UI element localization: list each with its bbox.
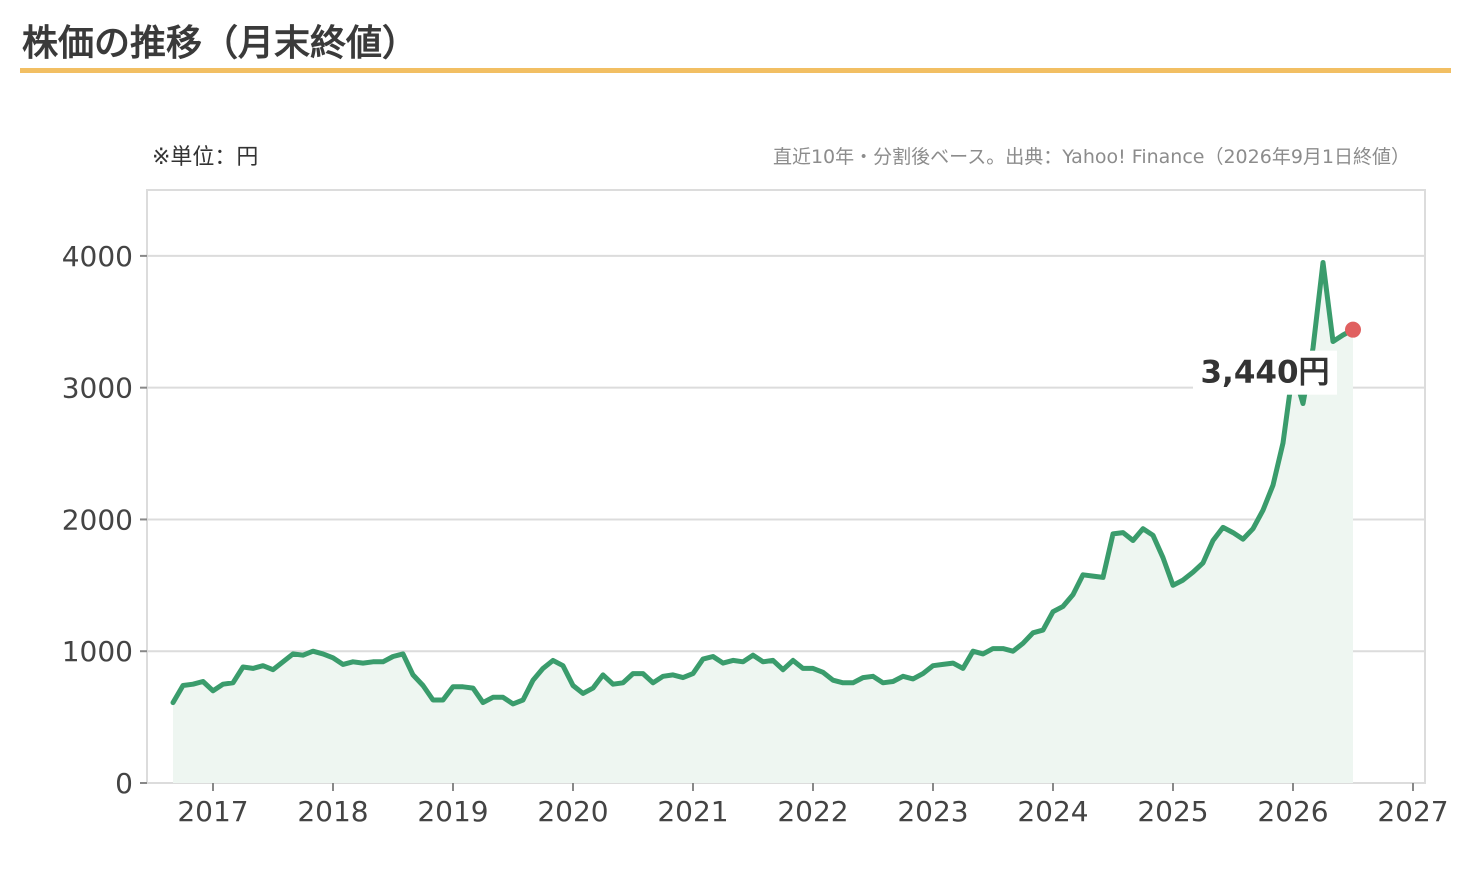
price-line (170, 260, 1356, 707)
last-value-marker (1345, 321, 1361, 338)
x-axis: 2017 2018 2019 2020 2021 2022 2023 2024 2025 2026… (177, 783, 1449, 828)
y-tick-label: 3000 (62, 372, 133, 405)
y-axis: 0 1000 2000 3000 4000 (62, 240, 147, 800)
x-tick-label: 2019 (417, 795, 488, 828)
x-tick-label: 2026 (1257, 795, 1328, 828)
y-tick-label: 0 (115, 767, 133, 800)
unit-note: ※単位：円 (152, 145, 259, 170)
x-tick-label: 2027 (1377, 795, 1448, 828)
source-note: 直近10年・分割後ベース。出典：Yahoo! Finance（2026年9月1日… (772, 146, 1410, 168)
y-tick-label: 4000 (62, 240, 133, 273)
y-tick-label: 2000 (62, 503, 133, 536)
x-tick-label: 2021 (657, 795, 728, 828)
x-tick-label: 2018 (297, 795, 368, 828)
x-tick-label: 2025 (1137, 795, 1208, 828)
title-underline (20, 68, 1451, 73)
last-value-label: 3,440円 (1200, 355, 1329, 391)
x-tick-label: 2022 (777, 795, 848, 828)
page-title: 株価の推移（月末終値） (22, 23, 419, 64)
x-tick-label: 2023 (897, 795, 968, 828)
x-tick-label: 2024 (1017, 795, 1088, 828)
last-value-label-bg (1193, 350, 1337, 395)
price-area (173, 262, 1353, 783)
x-tick-label: 2020 (537, 795, 608, 828)
y-tick-label: 1000 (62, 635, 133, 668)
x-tick-label: 2017 (177, 795, 248, 828)
